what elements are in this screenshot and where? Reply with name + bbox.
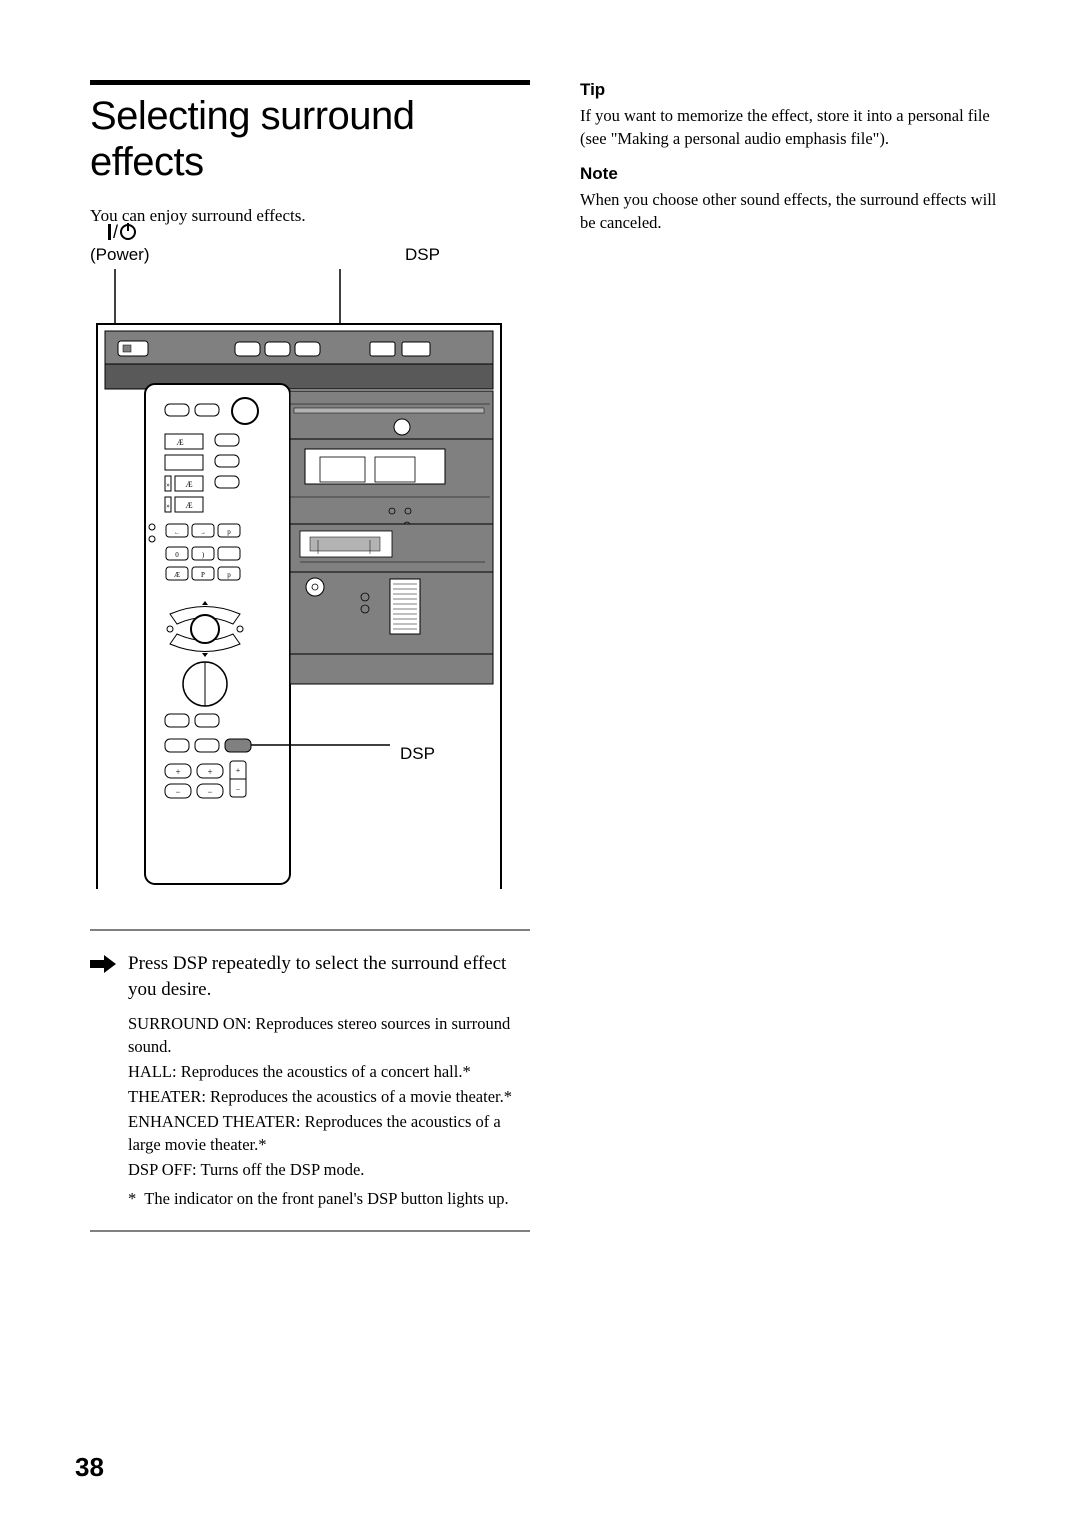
svg-text:+: +: [207, 767, 212, 777]
svg-text:→: →: [200, 530, 206, 536]
gray-rule-top: [90, 929, 530, 931]
instruction-item-2: THEATER: Reproduces the acoustics of a m…: [128, 1085, 530, 1108]
svg-text:←: ←: [174, 530, 180, 536]
svg-text:−: −: [207, 787, 212, 797]
left-column: Selecting surround effects You can enjoy…: [90, 80, 530, 1252]
power-label: / (Power): [90, 245, 150, 265]
svg-text:»: »: [166, 481, 170, 489]
svg-text:»: »: [166, 502, 170, 510]
page-content: Selecting surround effects You can enjoy…: [90, 80, 1010, 1252]
instruction-row: Press DSP repeatedly to select the surro…: [90, 951, 530, 1211]
svg-text:−: −: [236, 785, 241, 794]
footnote: * The indicator on the front panel's DSP…: [128, 1187, 530, 1210]
note-text: When you choose other sound effects, the…: [580, 188, 1000, 234]
instruction-body: Press DSP repeatedly to select the surro…: [128, 951, 530, 1211]
svg-text:p: p: [227, 528, 231, 536]
diagram-labels-top: / (Power) DSP: [90, 245, 530, 265]
power-circle-icon: [120, 224, 136, 240]
instruction-main: Press DSP repeatedly to select the surro…: [128, 951, 530, 1004]
power-slash-icon: /: [113, 223, 118, 241]
diagram-container: Æ » Æ » Æ: [90, 269, 530, 889]
title-rule: [90, 80, 530, 85]
dsp-side-label: DSP: [400, 744, 435, 764]
svg-text:+: +: [236, 766, 241, 775]
power-text: (Power): [90, 245, 150, 264]
right-column: Tip If you want to memorize the effect, …: [580, 80, 1000, 1252]
tip-heading: Tip: [580, 80, 1000, 100]
svg-text:Æ: Æ: [185, 501, 192, 510]
device-diagram: Æ » Æ » Æ: [90, 269, 510, 889]
svg-text:Æ: Æ: [185, 480, 192, 489]
instruction-item-4: DSP OFF: Turns off the DSP mode.: [128, 1158, 530, 1181]
svg-text:Æ: Æ: [174, 571, 180, 579]
footnote-text: The indicator on the front panel's DSP b…: [144, 1187, 508, 1210]
arrow-icon: [90, 955, 116, 973]
svg-text:p: p: [227, 571, 231, 579]
svg-text:+: +: [175, 767, 180, 777]
power-icon: /: [108, 223, 136, 241]
main-title: Selecting surround effects: [90, 93, 530, 185]
page-number: 38: [75, 1452, 104, 1483]
tip-text: If you want to memorize the effect, stor…: [580, 104, 1000, 150]
svg-text:−: −: [175, 787, 180, 797]
svg-text:Æ: Æ: [176, 438, 183, 447]
note-heading: Note: [580, 164, 1000, 184]
dsp-top-label: DSP: [405, 245, 440, 265]
gray-rule-bottom: [90, 1230, 530, 1232]
power-bar-icon: [108, 224, 111, 240]
footnote-marker: *: [128, 1187, 136, 1210]
svg-text:P: P: [201, 571, 205, 579]
instruction-item-3: ENHANCED THEATER: Reproduces the acousti…: [128, 1110, 530, 1156]
svg-text:0: 0: [175, 551, 179, 559]
instruction-item-0: SURROUND ON: Reproduces stereo sources i…: [128, 1012, 530, 1058]
instruction-item-1: HALL: Reproduces the acoustics of a conc…: [128, 1060, 530, 1083]
intro-text: You can enjoy surround effects.: [90, 203, 530, 229]
